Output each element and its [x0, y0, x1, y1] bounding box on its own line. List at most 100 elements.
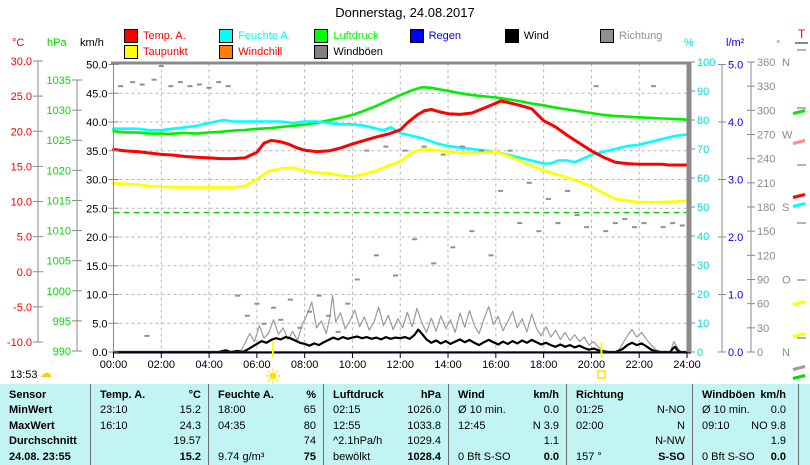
table-right-divider: [798, 384, 799, 465]
min-row: Ø 10 min. 0.0: [693, 403, 794, 419]
svg-text:240: 240: [757, 154, 775, 166]
cell-value: 19.57: [173, 435, 201, 448]
cell-text: 23:10: [100, 404, 128, 417]
cell-text: 02:15: [333, 404, 361, 417]
svg-text:270: 270: [757, 130, 775, 142]
legend-swatch: [314, 29, 329, 43]
avg-row: N-NW: [567, 434, 693, 450]
column-header: Feuchte A.%: [209, 387, 324, 403]
cell-value: N-NO: [656, 404, 685, 417]
cell-text: Feuchte A.: [218, 388, 274, 401]
legend-item-windb-en: Windböen: [314, 45, 383, 59]
svg-text:10.0: 10.0: [11, 197, 32, 209]
avg-row: ^2.1hPa/h 1029.4: [324, 434, 449, 450]
svg-text:0.0: 0.0: [17, 267, 32, 279]
svg-text:08:00: 08:00: [291, 359, 319, 371]
svg-text:80: 80: [697, 115, 709, 127]
legend-swatch: [219, 45, 234, 59]
sun-markers: [265, 342, 606, 384]
svg-text:1030: 1030: [47, 105, 71, 117]
cell-text: 12:45: [458, 419, 486, 432]
cell-text: 12:55: [333, 419, 361, 432]
cell-text: 04:35: [218, 419, 246, 432]
row-label: MaxWert: [0, 418, 90, 434]
legend-swatch: [600, 29, 614, 43]
svg-text:40: 40: [697, 231, 709, 243]
current-row: bewölkt 1028.4: [324, 449, 449, 465]
svg-text:22:00: 22:00: [625, 359, 653, 371]
svg-text:5.0: 5.0: [17, 232, 32, 244]
legend-swatch: [219, 29, 234, 43]
cell-text: MinWert: [9, 404, 53, 417]
svg-text:50: 50: [697, 202, 709, 214]
svg-text:1010: 1010: [47, 226, 71, 238]
rain-axis-unit: l/m²: [726, 37, 745, 49]
cell-value: N 3.9: [532, 419, 559, 432]
series-temp-a: [112, 99, 689, 167]
weather-chart: 30.025.020.015.010.05.00.0-5.0-10.010351…: [7, 49, 806, 384]
sunset-square-icon: [597, 370, 606, 379]
current-row: 15.2: [91, 449, 209, 465]
current-row: 0 Bft S-SO 0.0: [449, 449, 567, 465]
max-row: 02:00 N: [567, 418, 693, 434]
max-row: 16:10 24.3: [91, 418, 209, 434]
cell-value: hPa: [420, 388, 441, 401]
svg-text:02:00: 02:00: [148, 359, 176, 371]
cell-value: °C: [188, 388, 201, 401]
avg-row: 19.57: [91, 434, 209, 450]
svg-text:60: 60: [697, 173, 709, 185]
series-luftdruck: [112, 85, 689, 136]
max-row: 12:55 1033.8: [324, 418, 449, 434]
legend-item-richtung: Richtung: [600, 29, 662, 43]
cell-text: 02:00: [576, 419, 604, 432]
max-row: 04:35 80: [209, 418, 324, 434]
current-row: 157 ° S-SO: [567, 449, 693, 465]
avg-row: 1.9: [693, 434, 794, 450]
svg-text:210: 210: [757, 178, 775, 190]
table-column-richtung: Richtung 01:25 N-NO 02:00 N N-NW 157 ° S-SO: [566, 384, 693, 465]
svg-text:-10.0: -10.0: [7, 337, 32, 349]
x-axis-labels: 00:00 02:00 04:00 06:00 08:00 10:00 12:00 14:00…: [100, 352, 701, 371]
svg-text:40.0: 40.0: [86, 117, 107, 129]
row-label: 24.08. 23:55: [0, 449, 90, 465]
cell-text: MaxWert: [9, 419, 55, 432]
pressure-axis-unit: hPa: [47, 37, 67, 49]
wind-axis-unit: km/h: [80, 37, 104, 49]
svg-text:60: 60: [757, 299, 769, 311]
cell-value: 0.0: [543, 450, 559, 463]
sunrise-sun-icon: [265, 368, 281, 384]
svg-text:360: 360: [757, 57, 775, 69]
cell-value: km/h: [533, 388, 559, 401]
page-title: Donnerstag, 24.08.2017: [335, 5, 475, 20]
cell-text: Luftdruck: [333, 388, 384, 401]
legend-item-temp-a: Temp. A.: [124, 29, 186, 43]
row-label: Sensor: [0, 387, 90, 403]
cell-value: 24.3: [179, 419, 201, 432]
legend-item-windchill: Windchill: [219, 45, 282, 59]
table-column-windb-en: Windböen km/h Ø 10 min. 0.0 09:10 NO 9.8 1.9 0 …: [692, 384, 794, 465]
svg-text:12:00: 12:00: [386, 359, 414, 371]
svg-text:1000: 1000: [47, 286, 71, 298]
cell-value: N: [677, 419, 685, 432]
cell-value: 1029.4: [407, 435, 441, 448]
min-row: 23:10 15.2: [91, 403, 209, 419]
cell-text: Durchschnitt: [9, 435, 77, 448]
legend-label: Luftdruck: [333, 30, 379, 42]
legend-item-wind: Wind: [504, 29, 549, 43]
temp-axis: 30.0 25.0 20.0 15.0 10.0 5.0 0.0 -5.0 -10.0: [7, 56, 43, 349]
svg-text:S: S: [782, 202, 789, 214]
table-column-luftdruck: Luftdruck hPa 02:15 1026.0 12:55 1033.8 ^2.1hP…: [323, 384, 449, 465]
svg-text:120: 120: [757, 250, 775, 262]
cell-text: 18:00: [218, 404, 246, 417]
cell-value: km/h: [760, 388, 786, 401]
legend-label: Windchill: [238, 46, 283, 58]
right-edge-strip: [792, 49, 806, 381]
cell-value: N-NW: [655, 435, 685, 448]
svg-text:0.0: 0.0: [728, 347, 743, 359]
cloud-icon: ☁: [40, 366, 52, 380]
svg-text:100: 100: [697, 57, 715, 69]
legend-label: Feuchte A.: [238, 30, 291, 42]
gridlines: [113, 63, 688, 352]
column-header: Windböen km/h: [693, 387, 794, 403]
